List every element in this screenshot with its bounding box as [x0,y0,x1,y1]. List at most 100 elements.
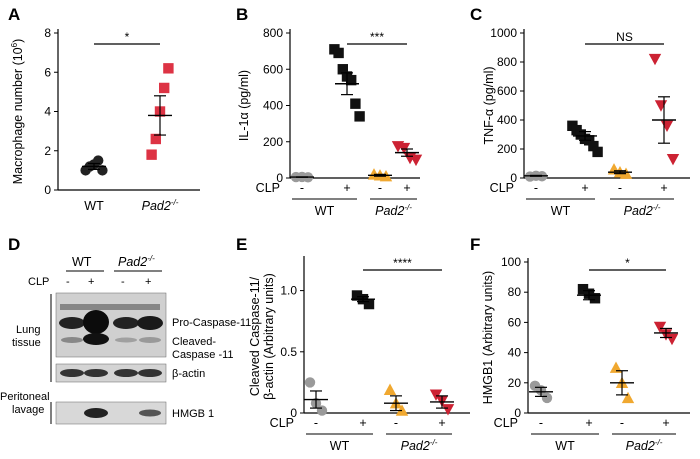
group-label: Pad2-/- [401,438,438,453]
clp-label: CLP [494,416,518,430]
series-3 [367,168,393,182]
y-tick-label: 20 [508,376,522,390]
chart-c: 0 200 400 600 800 1000 TNF-α (pg/ml) NS CLP - + - + W… [482,26,690,218]
y-tick-label: 600 [263,62,283,76]
band-cleaved-casp-ko-minus [115,337,137,343]
y-tick-label: 0 [514,406,521,420]
series-1 [80,155,108,176]
group-label: WT [330,439,350,453]
row-label-lung: Lung [16,324,40,336]
clp-mark: - [620,416,624,430]
data-point [350,98,361,109]
group-label: Pad2-/- [626,438,663,453]
panel-label-b: B [236,5,248,24]
band-pro-casp-ko-plus [137,316,163,330]
series-3 [609,361,635,404]
y-axis-label: HMGB1 (Arbitrary units) [481,271,495,404]
data-point [146,149,157,160]
blot-clp-mark-1: - [66,276,70,288]
clp-mark: - [539,416,543,430]
clp-label: CLP [270,416,294,430]
clp-mark: - [300,181,304,195]
row-label-peritoneal: Peritoneal [0,391,50,403]
band-label-pro-casp: Pro-Caspase-11 [172,317,251,329]
group-label: WT [555,439,575,453]
blot-clp-mark-3: - [121,276,125,288]
significance-label: *** [370,30,384,44]
group-label: Pad2-/- [375,203,412,218]
y-tick-label: 100 [501,255,521,269]
row-label-lavage: lavage [12,404,44,416]
y-axis-label: IL-1α (pg/ml) [237,70,251,141]
series-3 [383,383,409,416]
band-hmgb1-wt-plus [84,408,108,418]
series-4 [648,53,680,166]
blot-clp-mark-2: + [88,276,94,288]
x-category-label: WT [84,199,104,213]
blot-group-ko: Pad2-/- [118,254,155,269]
band-actin-4 [138,369,162,377]
band-pro-casp-wt-plus [83,310,109,334]
series-2 [146,63,174,160]
series-2 [577,283,601,304]
row-label-tissue: tissue [12,337,41,349]
group-label: WT [315,204,335,218]
clp-mark: + [662,416,669,430]
y-tick-label: 4 [44,105,51,119]
clp-mark: + [438,416,445,430]
y-tick-label: 40 [508,346,522,360]
data-point [409,154,423,167]
blot-actin-membrane [55,363,167,383]
y-tick-label: 800 [263,26,283,40]
data-point [333,47,344,59]
data-point [351,290,363,301]
data-point [97,165,108,176]
blot-group-wt: WT [72,255,92,269]
data-point [621,391,635,404]
data-point [150,133,161,145]
data-point [441,404,455,416]
data-point [666,153,680,166]
band-pro-casp-wt-minus [59,317,85,329]
chart-f: 0 20 40 60 80 100 HMGB1 (Arbitrary units) * CLP -… [481,255,690,453]
data-point [363,298,375,310]
band-cleaved-casp-wt-minus [61,337,83,343]
clp-label: CLP [256,181,280,195]
y-axis-label: TNF-α (pg/ml) [482,66,496,144]
blot-clp-label: CLP [28,276,49,288]
series-4 [391,141,423,167]
band-label-hmgb1: HMGB 1 [172,408,214,420]
clp-mark: + [343,181,350,195]
significance-label: * [625,256,630,270]
series-2 [351,290,375,310]
y-tick-label: 200 [263,135,283,149]
y-tick-label: 400 [263,99,283,113]
y-tick-label: 0 [290,406,297,420]
band-label-cleaved-2: Caspase -11 [172,349,234,361]
band-actin-1 [60,369,84,377]
data-point [337,64,348,75]
panel-label-a: A [8,5,20,24]
y-tick-label: 0 [44,183,51,197]
data-point [316,405,328,416]
band-upper-nonspecific [60,304,160,310]
data-point [346,74,357,86]
series-1 [524,170,548,182]
band-pro-casp-ko-minus [113,317,139,329]
data-point [654,100,668,112]
series-1 [290,171,314,183]
data-point [589,293,601,304]
y-tick-label: 2 [44,144,51,158]
series-1 [529,380,553,404]
band-cleaved-casp-wt-plus [83,333,109,345]
clp-mark: - [534,181,538,195]
y-tick-label: 8 [44,26,51,40]
chart-e: 0 0.5 1.0 Cleaved Caspase-11/β-actin (Arbit… [248,256,470,453]
chart-a: 0 2 4 6 8 Macrophage number (106) * WT Pad2-/- [10,26,200,213]
significance-label: **** [393,256,412,270]
clp-mark: - [378,181,382,195]
y-axis-label-line2: β-actin (Arbitrary units) [262,273,276,400]
data-point [588,140,599,152]
data-point [383,383,397,395]
